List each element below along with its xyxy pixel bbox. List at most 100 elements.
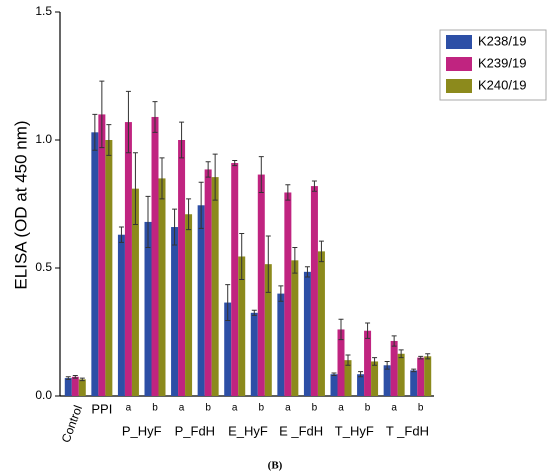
error-bar xyxy=(372,357,378,366)
bar xyxy=(144,221,152,396)
y-tick-label: 1.5 xyxy=(35,4,52,18)
error-bar xyxy=(99,80,105,149)
bar xyxy=(231,163,239,396)
bar xyxy=(371,361,379,396)
group-label: E _FdH xyxy=(279,423,323,438)
error-bar xyxy=(258,156,264,193)
bar xyxy=(78,379,86,396)
bar xyxy=(257,174,265,396)
error-bar xyxy=(398,349,404,359)
bar xyxy=(197,205,205,396)
x-tick-label: b xyxy=(312,403,318,414)
bar xyxy=(158,178,166,396)
bar xyxy=(291,260,299,396)
error-bar xyxy=(391,335,397,347)
group-label: T _FdH xyxy=(386,423,429,438)
group-label: E_HyF xyxy=(228,423,268,438)
bar xyxy=(151,116,159,397)
error-bar xyxy=(125,90,131,154)
error-bar xyxy=(304,266,310,278)
error-bar xyxy=(205,161,211,178)
error-bar xyxy=(331,372,337,377)
error-bar xyxy=(365,322,371,339)
x-tick-label: Control xyxy=(59,403,85,444)
bar xyxy=(397,353,405,396)
legend-swatch xyxy=(446,79,472,93)
bar xyxy=(98,114,106,397)
bar xyxy=(337,329,345,396)
error-bar xyxy=(79,377,85,382)
error-bar xyxy=(358,371,364,378)
error-bar xyxy=(145,195,151,249)
bar xyxy=(91,132,99,396)
error-bar xyxy=(239,232,245,281)
x-tick-label: PPI xyxy=(91,401,112,416)
error-bar xyxy=(172,208,178,246)
bar xyxy=(383,365,391,396)
legend-swatch xyxy=(446,35,472,49)
error-bar xyxy=(198,181,204,229)
y-axis-label: ELISA (OD at 450 nm) xyxy=(11,120,30,289)
bar xyxy=(171,227,179,396)
x-tick-label: b xyxy=(365,403,371,414)
error-bar xyxy=(251,309,257,316)
x-tick-label: a xyxy=(338,403,344,414)
error-bar xyxy=(311,180,317,192)
error-bar xyxy=(72,375,78,379)
error-bar xyxy=(278,285,284,302)
error-bar xyxy=(159,157,165,200)
error-bar xyxy=(92,113,98,151)
caption: (B) xyxy=(268,460,283,472)
error-bar xyxy=(338,318,344,341)
error-bar xyxy=(425,353,431,360)
bar xyxy=(264,264,272,396)
bar xyxy=(330,374,338,396)
error-bar xyxy=(345,354,351,366)
bar xyxy=(131,188,139,396)
bar xyxy=(284,192,292,396)
bar xyxy=(410,370,418,396)
error-bar xyxy=(232,159,238,167)
bar xyxy=(364,330,372,396)
error-bar xyxy=(179,121,185,159)
bar xyxy=(124,122,132,396)
x-tick-label: b xyxy=(205,403,211,414)
y-tick-label: 1.0 xyxy=(35,132,52,146)
bar xyxy=(211,177,219,396)
legend-label: K239/19 xyxy=(478,55,526,70)
error-bar xyxy=(225,284,231,321)
error-bar xyxy=(411,368,417,373)
error-bar xyxy=(152,101,158,133)
bar xyxy=(250,312,258,396)
legend-label: K238/19 xyxy=(478,33,526,48)
bar xyxy=(310,186,318,396)
bar xyxy=(344,360,352,396)
x-tick-label: a xyxy=(391,403,397,414)
bar xyxy=(204,169,212,396)
bar xyxy=(64,378,72,396)
error-bar xyxy=(318,240,324,263)
error-bar xyxy=(418,355,424,360)
bar xyxy=(224,302,232,396)
group-label: P_HyF xyxy=(122,423,162,438)
error-bar xyxy=(265,235,271,293)
legend-swatch xyxy=(446,57,472,71)
bar xyxy=(277,293,285,396)
bar xyxy=(178,140,186,396)
y-tick-label: 0.0 xyxy=(35,388,52,402)
legend-label: K240/19 xyxy=(478,77,526,92)
error-bar xyxy=(292,247,298,274)
x-tick-label: a xyxy=(179,403,185,414)
bar xyxy=(357,374,365,396)
bar xyxy=(71,376,79,396)
error-bar xyxy=(212,153,218,201)
x-tick-label: a xyxy=(285,403,291,414)
error-bar xyxy=(384,360,390,370)
group-label: T_HyF xyxy=(335,423,374,438)
error-bar xyxy=(186,198,192,231)
bar xyxy=(303,271,311,396)
bar xyxy=(424,356,432,396)
bar xyxy=(390,340,398,396)
x-tick-label: b xyxy=(152,403,158,414)
group-label: P_FdH xyxy=(175,423,215,438)
